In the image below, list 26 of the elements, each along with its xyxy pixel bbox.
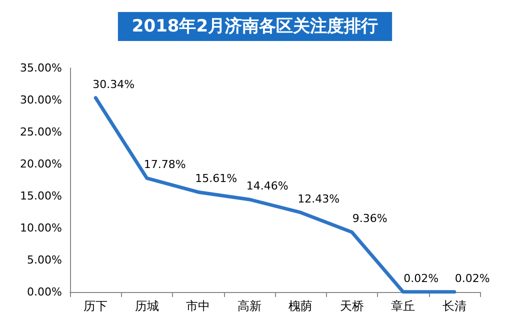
- data-label: 14.46%: [246, 179, 288, 192]
- data-label: 12.43%: [298, 192, 340, 206]
- data-label: 0.02%: [404, 272, 439, 285]
- chart-title: 2018年2月济南各区关注度排行: [132, 16, 378, 36]
- x-tick-label: 历下: [84, 299, 108, 313]
- data-label: 30.34%: [92, 78, 135, 91]
- x-tick-label: 章丘: [391, 299, 416, 313]
- data-label: 17.78%: [144, 158, 186, 172]
- x-tick-label: 长清: [442, 299, 466, 313]
- data-label: 0.02%: [454, 272, 490, 285]
- x-tick-label: 天桥: [340, 299, 364, 313]
- y-tick-label: 35.00%: [20, 62, 62, 74]
- y-tick-label: 0.00%: [27, 286, 62, 298]
- data-label: 15.61%: [195, 172, 238, 186]
- y-tick-label: 15.00%: [20, 190, 62, 202]
- x-tick-label: 槐荫: [288, 299, 313, 313]
- y-tick-label: 30.00%: [20, 94, 62, 106]
- line-series: [94, 96, 456, 294]
- y-tick-label: 20.00%: [20, 158, 62, 170]
- x-tick-label: 历城: [134, 299, 159, 313]
- x-tick-label: 高新: [237, 299, 262, 313]
- data-label: 9.36%: [352, 212, 388, 226]
- y-tick-label: 10.00%: [20, 222, 62, 234]
- y-tick-label: 25.00%: [20, 126, 62, 138]
- y-tick-label: 5.00%: [27, 254, 62, 266]
- x-tick-label: 市中: [186, 299, 210, 313]
